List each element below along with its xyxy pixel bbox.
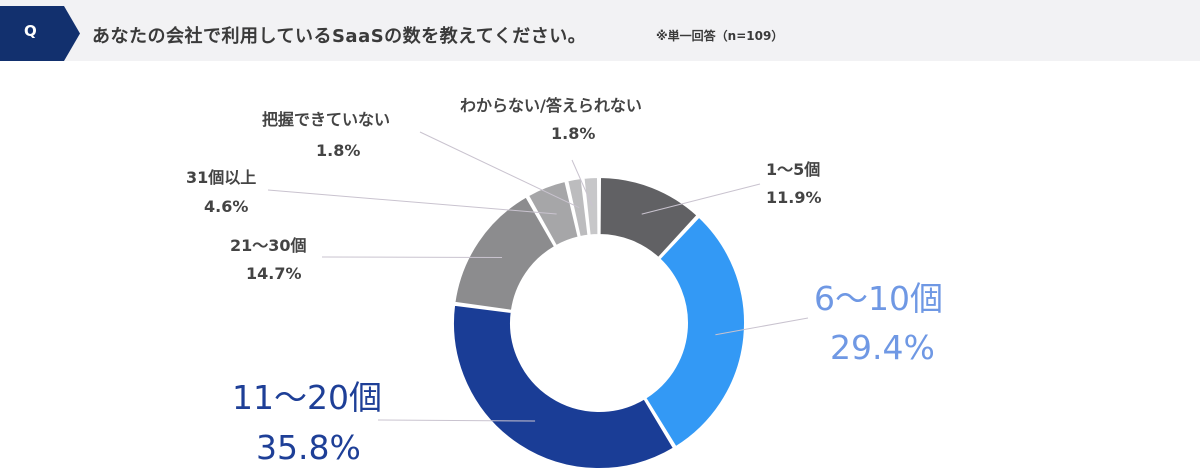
leader-line bbox=[571, 159, 593, 207]
category-label: 21～30個 bbox=[230, 236, 307, 255]
donut-slice bbox=[452, 303, 676, 470]
question-text: あなたの会社で利用しているSaaSの数を教えてください。 bbox=[92, 26, 587, 47]
category-label: わからない/答えられない bbox=[460, 96, 642, 115]
donut-slice bbox=[453, 195, 557, 312]
value-label: 14.7% bbox=[246, 264, 302, 283]
category-label: 31個以上 bbox=[186, 168, 257, 187]
leader-line bbox=[641, 183, 761, 215]
question-badge-label: Q bbox=[24, 22, 37, 40]
value-label: 4.6% bbox=[204, 197, 249, 216]
category-label: 11～20個 bbox=[232, 378, 382, 417]
value-label: 35.8% bbox=[256, 428, 361, 467]
leader-line bbox=[715, 317, 809, 336]
value-label: 1.8% bbox=[551, 124, 596, 143]
value-label: 1.8% bbox=[316, 141, 361, 160]
leader-line bbox=[419, 131, 580, 209]
value-label: 11.9% bbox=[766, 188, 822, 207]
category-label: 6～10個 bbox=[814, 279, 943, 318]
question-header: Q あなたの会社で利用しているSaaSの数を教えてください。 ※単一回答（n=1… bbox=[0, 0, 1200, 61]
donut-slice bbox=[598, 175, 699, 260]
leader-line bbox=[321, 256, 503, 259]
response-note: ※単一回答（n=109） bbox=[656, 29, 784, 43]
category-label: 1～5個 bbox=[766, 160, 821, 179]
question-badge bbox=[0, 6, 80, 61]
donut-slice bbox=[566, 176, 590, 239]
leader-line bbox=[267, 189, 557, 215]
leader-line bbox=[377, 419, 536, 422]
value-label: 29.4% bbox=[830, 328, 935, 367]
donut-slice bbox=[643, 215, 746, 449]
donut-slice bbox=[582, 175, 600, 237]
category-label: 把握できていない bbox=[262, 110, 391, 129]
